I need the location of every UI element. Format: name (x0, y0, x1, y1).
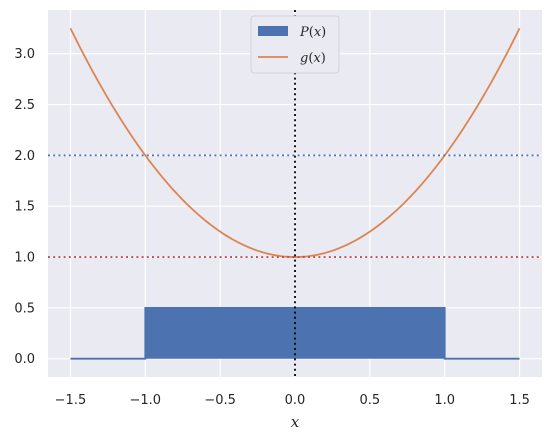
x-tick-label-5: 1.0 (434, 393, 455, 408)
y-tick-labels: 0.0 0.5 1.0 1.5 2.0 2.5 3.0 (14, 47, 35, 367)
x-tick-label-3: 0.0 (285, 393, 306, 408)
x-tick-labels: −1.5 −1.0 −0.5 0.0 0.5 1.0 1.5 (55, 393, 530, 408)
legend: P(x) g(x) (250, 15, 340, 74)
x-tick-label-1: −1.0 (130, 393, 162, 408)
y-tick-label-6: 3.0 (14, 47, 35, 62)
y-tick-label-1: 0.5 (14, 301, 35, 316)
x-axis-label: x (291, 413, 300, 431)
y-tick-label-0: 0.0 (14, 352, 35, 367)
y-tick-label-3: 1.5 (14, 200, 35, 215)
legend-label-0: P(x) (299, 25, 326, 40)
y-tick-label-5: 2.5 (14, 98, 35, 113)
x-tick-label-4: 0.5 (360, 393, 381, 408)
x-tick-label-6: 1.5 (509, 393, 530, 408)
y-tick-label-4: 2.0 (14, 149, 35, 164)
reference-lines (48, 10, 542, 377)
legend-label-1: g(x) (300, 51, 326, 66)
x-tick-label-2: −0.5 (204, 393, 236, 408)
x-tick-label-0: −1.5 (55, 393, 87, 408)
y-tick-label-2: 1.0 (14, 251, 35, 266)
legend-swatch-p (258, 26, 288, 36)
